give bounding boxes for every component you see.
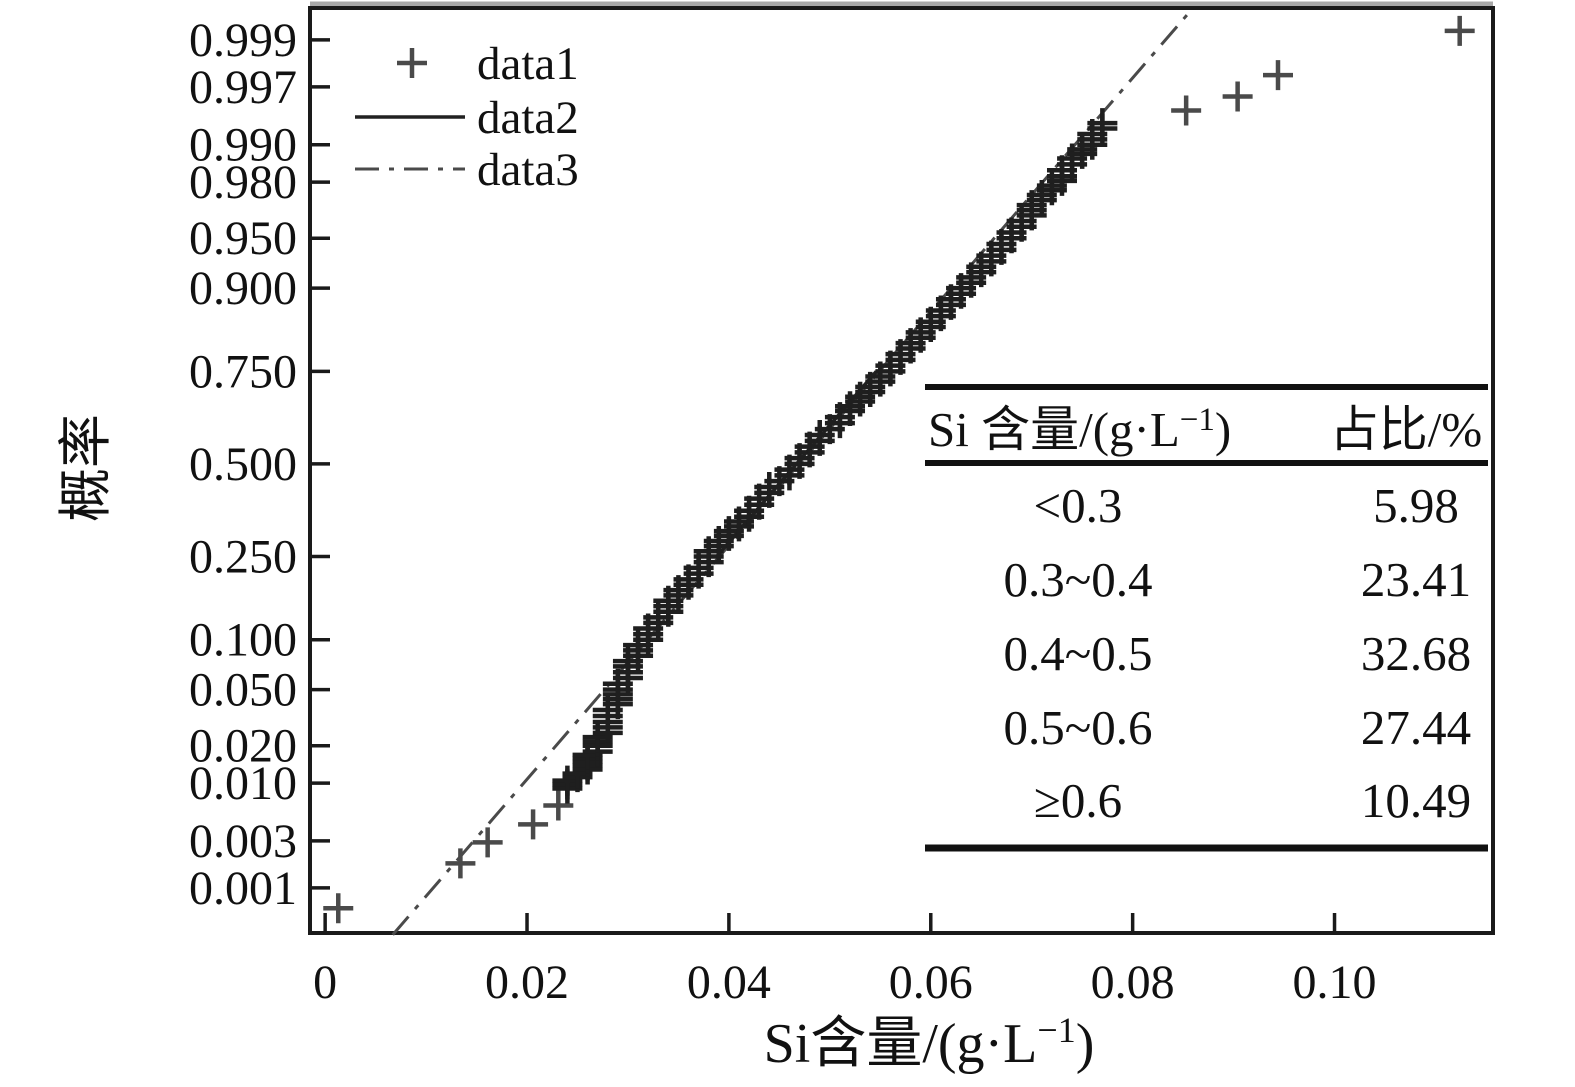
data1-plus-marker bbox=[323, 893, 354, 924]
data-series bbox=[323, 11, 1475, 936]
data1-plus-marker bbox=[1444, 15, 1475, 46]
x-tick-label: 0.10 bbox=[1293, 956, 1377, 1009]
y-tick-label: 0.003 bbox=[189, 815, 297, 868]
legend-label-data1: data1 bbox=[477, 38, 579, 90]
x-axis: 0 0.02 0.04 0.06 0.08 0.10 bbox=[313, 913, 1377, 1009]
y-tick-label: 0.010 bbox=[189, 757, 297, 810]
y-tick-label: 0.100 bbox=[189, 614, 297, 667]
data1-plus-marker bbox=[1171, 95, 1202, 126]
data1-plus-marker bbox=[518, 809, 549, 840]
table-cell-percentage: 27.44 bbox=[1361, 700, 1471, 755]
x-tick-label: 0.02 bbox=[485, 956, 569, 1009]
x-tick-label: 0.06 bbox=[889, 956, 973, 1009]
data1-plus-marker bbox=[472, 827, 503, 858]
y-axis-title: 概率 bbox=[56, 414, 116, 522]
y-tick-label: 0.001 bbox=[189, 862, 297, 915]
y-tick-label: 0.997 bbox=[189, 61, 297, 114]
y-tick-label: 0.750 bbox=[189, 345, 297, 398]
table-cell-si-range: 0.5~0.6 bbox=[1003, 700, 1152, 755]
y-tick-label: 0.900 bbox=[189, 262, 297, 315]
data1-plus-marker bbox=[1087, 108, 1118, 139]
table-rows: <0.3 5.98 0.3~0.4 23.41 0.4~0.5 32.68 0.5~0.6 2… bbox=[1003, 478, 1471, 828]
table-cell-si-range: 0.3~0.4 bbox=[1003, 552, 1152, 607]
data1-plus-marker bbox=[543, 790, 574, 821]
table-cell-si-range: ≥0.6 bbox=[1034, 773, 1122, 828]
legend-label-data3: data3 bbox=[477, 144, 579, 196]
x-axis-title: Si含量/(g·L−1) bbox=[764, 1010, 1095, 1075]
table-cell-percentage: 23.41 bbox=[1361, 552, 1471, 607]
table-header-percentage: 占比/% bbox=[1330, 402, 1482, 457]
x-tick-label: 0.08 bbox=[1091, 956, 1175, 1009]
inset-table: Si 含量/(g·L−1) 占比/% <0.3 5.98 0.3~0.4 23.41 0… bbox=[925, 384, 1488, 852]
table-cell-si-range: <0.3 bbox=[1034, 478, 1123, 533]
y-tick-label: 0.990 bbox=[189, 119, 297, 172]
y-tick-label: 0.999 bbox=[189, 14, 297, 67]
x-tick-label: 0 bbox=[313, 956, 337, 1009]
y-tick-label: 0.250 bbox=[189, 530, 297, 583]
legend-label-data2: data2 bbox=[477, 92, 579, 144]
table-header-si-content: Si 含量/(g·L−1) bbox=[928, 402, 1231, 457]
data1-plus-marker bbox=[445, 848, 476, 879]
y-tick-label: 0.500 bbox=[189, 438, 297, 491]
table-cell-percentage: 32.68 bbox=[1361, 626, 1471, 681]
table-cell-percentage: 5.98 bbox=[1373, 478, 1459, 533]
y-tick-label: 0.980 bbox=[189, 156, 297, 209]
plot-area-border bbox=[308, 6, 1495, 935]
y-tick-label: 0.050 bbox=[189, 664, 297, 717]
x-tick-label: 0.04 bbox=[687, 956, 771, 1009]
table-cell-percentage: 10.49 bbox=[1361, 773, 1471, 828]
y-tick-label: 0.020 bbox=[189, 720, 297, 773]
data1-plus-marker bbox=[1222, 81, 1253, 112]
y-tick-label: 0.950 bbox=[189, 212, 297, 265]
data1-plus-marker bbox=[1263, 60, 1293, 91]
table-cell-si-range: 0.4~0.5 bbox=[1003, 626, 1152, 681]
legend-plus-marker-icon bbox=[397, 48, 427, 78]
legend: data1 data2 data3 bbox=[355, 38, 579, 196]
